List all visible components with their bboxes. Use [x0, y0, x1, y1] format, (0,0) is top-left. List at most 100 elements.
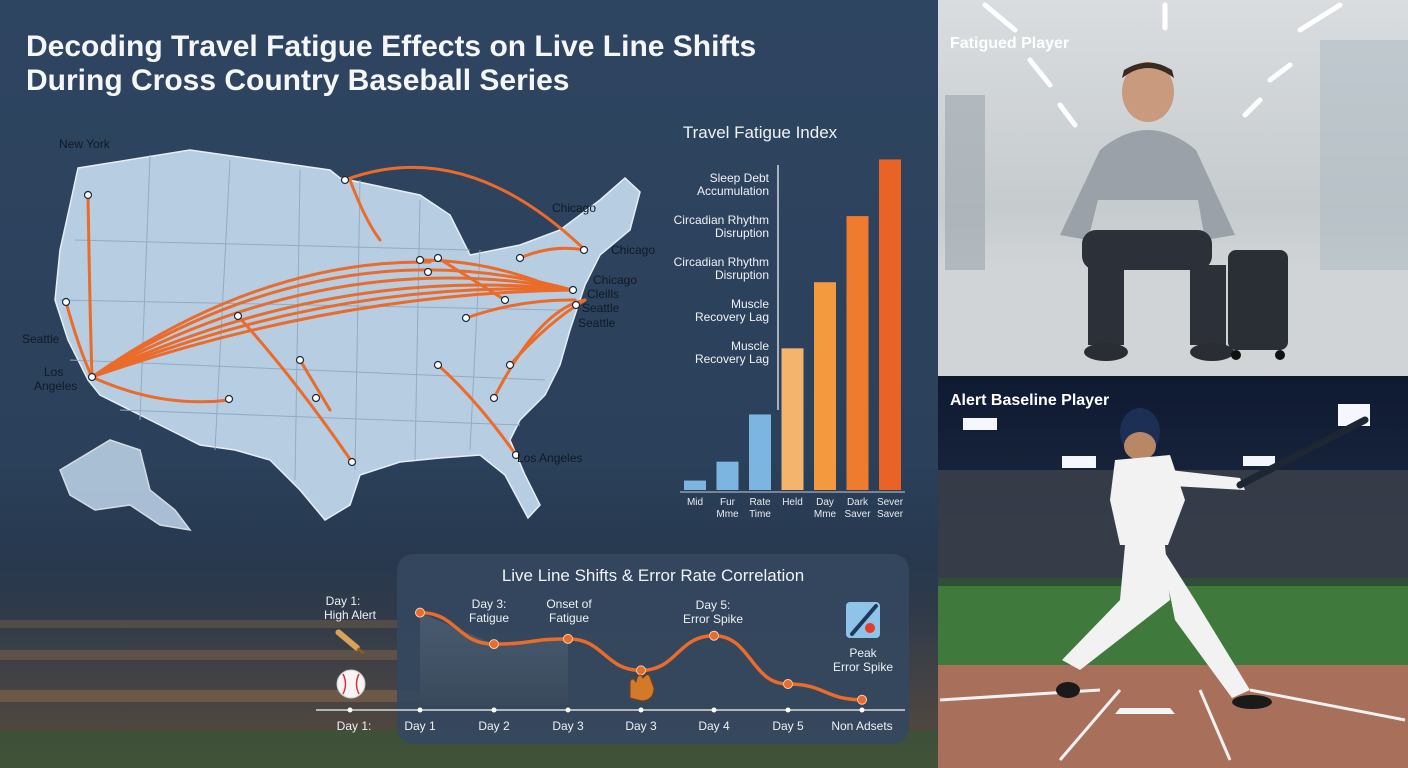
line-point [709, 630, 719, 641]
photo-alert-player: Alert Baseline Player [938, 380, 1408, 768]
fatigue-bar [781, 348, 804, 490]
x-tick-dot [417, 707, 423, 713]
route-arc [90, 287, 574, 379]
infield-dirt [938, 665, 1408, 768]
fatigue-index-chart: Travel Fatigue Index Sleep DebtAccumulat… [674, 123, 905, 520]
annotation-fatigue: Fatigue [469, 611, 509, 625]
title-line-1: Decoding Travel Fatigue Effects on Live … [26, 30, 756, 63]
line-point [783, 679, 793, 689]
fatigue-bar [749, 414, 771, 490]
x-tick-label: Day 3 [552, 719, 584, 733]
x-tick-dot [785, 707, 791, 713]
city-marker [233, 311, 243, 321]
alaska-shape [59, 439, 192, 532]
fatigue-factor-label: Disruption [715, 226, 769, 240]
fatigue-bar-label: Mme [716, 509, 739, 520]
city-marker [224, 394, 234, 404]
x-tick-label: Day 1 [404, 719, 436, 733]
annotation-peak-error: Peak [849, 646, 877, 660]
line-point [857, 694, 867, 705]
x-tick-dot [638, 707, 644, 713]
city-marker [61, 297, 71, 307]
city-markers [61, 175, 589, 467]
annotation-error-spike: Day 5: [696, 598, 731, 612]
annotation-onset: Fatigue [549, 611, 589, 625]
x-tick-dot [565, 707, 571, 713]
annotation-high-alert: High Alert [324, 608, 377, 622]
x-tick-dot [859, 707, 865, 713]
annotation-fatigue: Day 3: [472, 597, 507, 611]
city-marker [489, 393, 499, 403]
map-label-los-angeles: Los [44, 365, 63, 379]
home-plate [1115, 708, 1175, 714]
route-arc [90, 268, 574, 379]
fatigue-bars [684, 159, 901, 490]
route-arc [464, 298, 577, 320]
x-tick-label: Day 4 [698, 719, 730, 733]
map-label-seattle: Seattle [582, 301, 620, 315]
fatigue-factor-label: Accumulation [697, 184, 769, 198]
map-label-new-york: New York [59, 137, 111, 151]
batter-figure [1056, 408, 1369, 709]
fatigue-factor-label: Recovery Lag [695, 352, 769, 366]
x-tick-label: Day 3 [625, 719, 657, 733]
route-arc [298, 358, 332, 412]
fatigue-factor-label: Muscle [731, 339, 769, 353]
axis-start-label: Day 1: [337, 719, 372, 733]
line-point [636, 665, 646, 676]
annotation-peak-error: Error Spike [833, 660, 893, 674]
line-chart-title: Live Line Shifts & Error Rate Correlatio… [502, 566, 804, 585]
line-chart-area [420, 612, 568, 705]
city-marker [87, 372, 97, 382]
map-label-seattle: Seattle [22, 332, 60, 346]
route-arc [236, 314, 354, 464]
map-label-los-angeles: Los Angeles [517, 451, 582, 465]
city-marker [579, 245, 589, 255]
line-point [563, 633, 573, 644]
photo-label-alert: Alert Baseline Player [950, 392, 1109, 409]
fatigue-bar [684, 480, 706, 490]
x-tick-dot [491, 707, 497, 713]
line-point [489, 639, 499, 650]
fatigue-factor-label: Recovery Lag [695, 310, 769, 324]
map-label-chicago: Chicago [552, 201, 596, 215]
route-arc [90, 260, 432, 379]
route-arc [64, 300, 94, 379]
x-tick-label: Non Adsets [831, 719, 892, 733]
photo-label-fatigued: Fatigued Player [950, 35, 1069, 52]
fatigue-bar [716, 461, 739, 490]
fatigue-bar-label: Saver [877, 509, 904, 520]
map-label-chicago: Chicago [593, 273, 637, 287]
map-labels: New York Seattle Los Angeles Chicago Chi… [22, 137, 655, 465]
baseball-bat-icon [335, 629, 365, 655]
fatigue-factor-label: Sleep Debt [710, 171, 770, 185]
fatigue-factor-label: Muscle [731, 297, 769, 311]
route-arc [436, 363, 518, 457]
fatigue-bar [814, 282, 836, 490]
city-marker [511, 450, 521, 460]
fatigue-bar [879, 159, 901, 490]
route-arc [348, 178, 382, 242]
flight-routes [64, 165, 587, 464]
annotation-error-spike: Error Spike [683, 612, 743, 626]
line-point [415, 607, 425, 618]
city-marker [415, 255, 425, 265]
line-chart-panel: Live Line Shifts & Error Rate Correlatio… [316, 554, 909, 744]
fatigue-bar-label: Held [782, 497, 803, 508]
line-chart-series [415, 607, 867, 705]
infographic-title: Decoding Travel Fatigue Effects on Live … [26, 30, 756, 97]
title-line-2: During Cross Country Baseball Series [26, 64, 570, 97]
city-marker [83, 190, 93, 200]
fatigue-bar-label: Rate [749, 497, 771, 508]
annotation-onset: Onset of [546, 597, 592, 611]
fatigue-bar-label: Sever [877, 497, 904, 508]
route-arc [90, 283, 574, 379]
route-arc [90, 276, 574, 379]
city-marker [515, 253, 525, 263]
fatigue-bar-label: Dark [847, 497, 869, 508]
fatigue-bar-label: Mid [687, 497, 703, 508]
route-arc [343, 165, 587, 252]
city-marker [568, 285, 578, 295]
baseball-icon [336, 669, 366, 699]
city-marker [347, 457, 357, 467]
